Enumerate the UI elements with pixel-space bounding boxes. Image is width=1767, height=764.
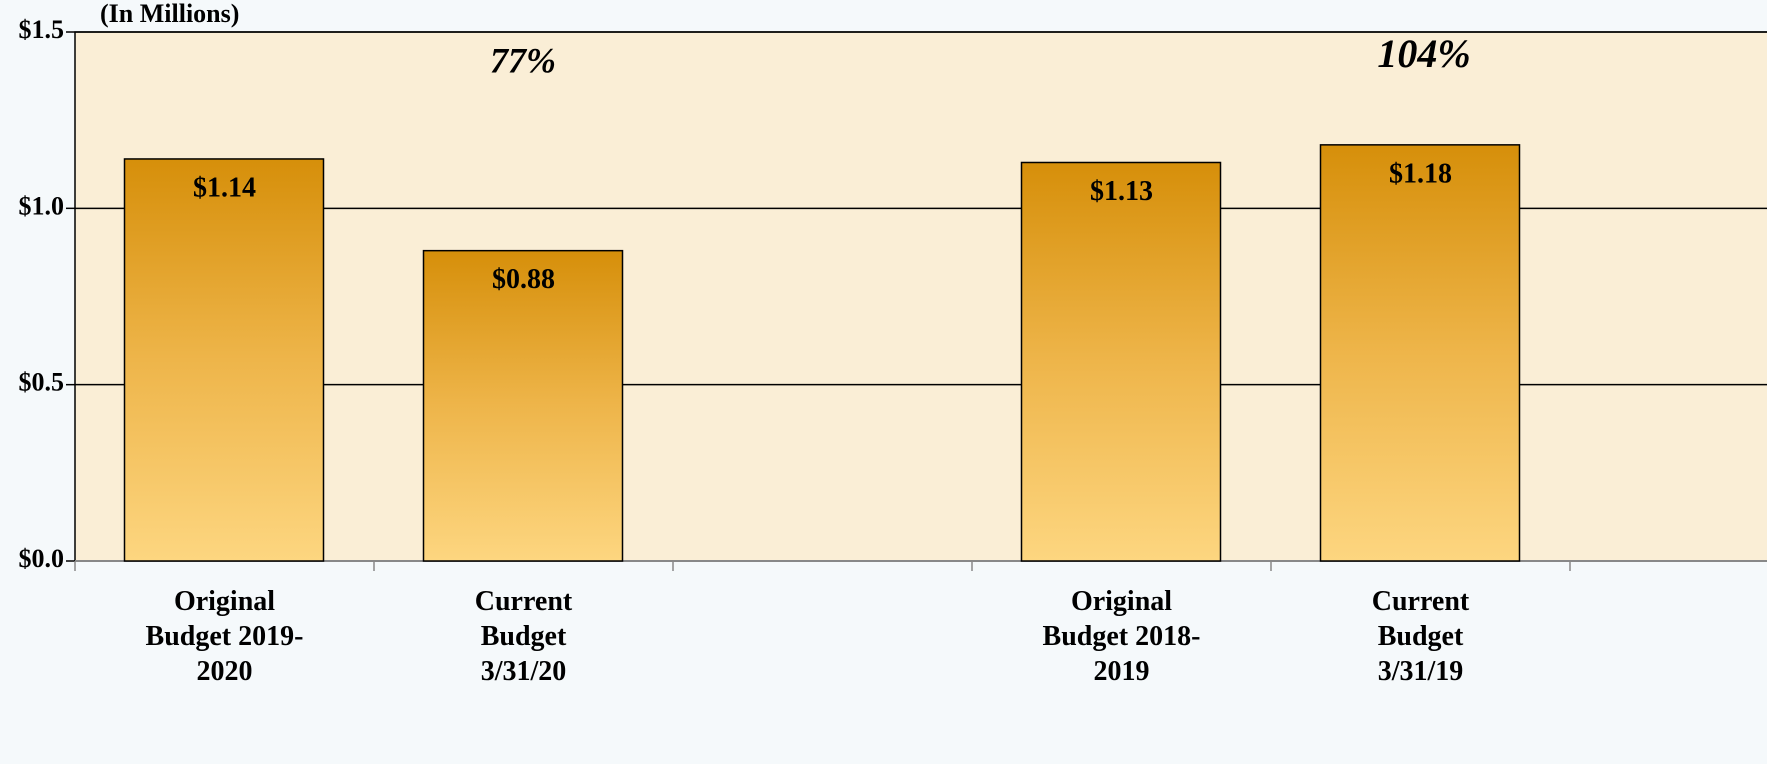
bar [422,249,624,562]
x-tick-label: Current Budget 3/31/20 [474,586,573,687]
x-tick-label: Original Budget 2019-2020 [145,586,304,687]
annotation: 104% [1377,31,1470,76]
data-label: $0.88 [492,264,555,295]
data-label: $1.14 [193,172,256,203]
bar [123,158,325,562]
annotation: 77% [490,40,556,80]
bar [1319,144,1521,562]
y-tick-label: $0.5 [19,368,65,397]
x-tick-label: Original Budget 2018-2019 [1042,586,1201,687]
chart-title: (In Millions) [100,0,239,28]
bar [1020,161,1222,562]
x-tick-label: Current Budget 3/31/19 [1371,586,1470,687]
y-tick-label: $1.0 [19,191,65,220]
data-label: $1.18 [1389,158,1452,189]
data-label: $1.13 [1090,176,1153,207]
y-tick-label: $0.0 [19,544,65,573]
y-tick-label: $1.5 [19,15,65,44]
